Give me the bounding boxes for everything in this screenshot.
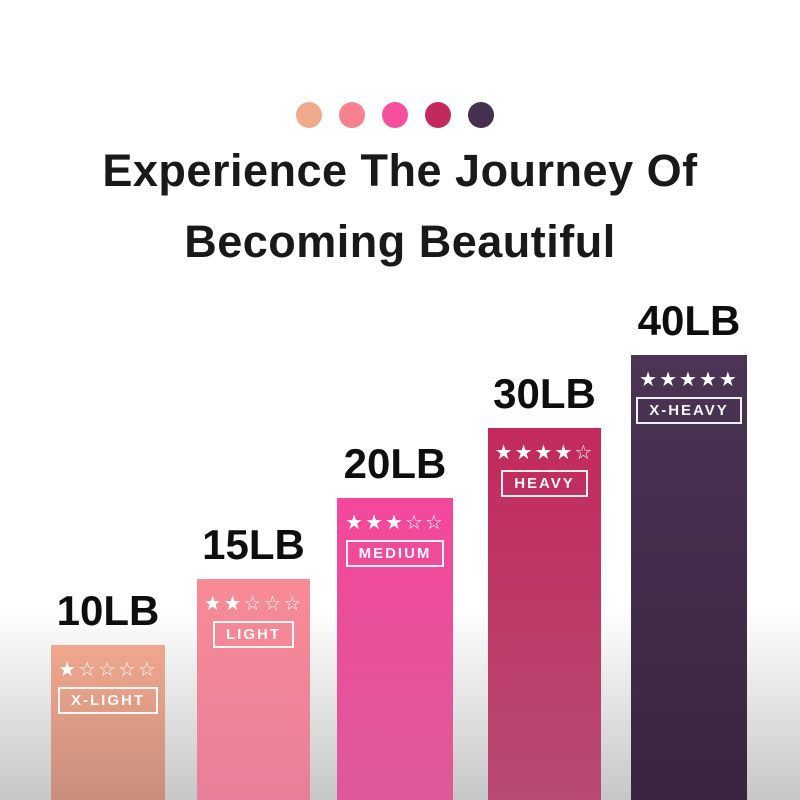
bar-group-30lb: 30LB ★★★★☆ HEAVY [488, 370, 601, 800]
palette-dot-heavy [425, 102, 451, 128]
page-title-line2: Becoming Beautiful [184, 216, 616, 267]
level-badge-medium: MEDIUM [345, 540, 445, 567]
bar-group-15lb: 15LB ★★☆☆☆ LIGHT [197, 521, 310, 800]
resistance-bar-20lb: ★★★☆☆ MEDIUM [337, 498, 453, 800]
level-badge-x-heavy: X-HEAVY [636, 397, 742, 424]
palette-dot-x-heavy [468, 102, 494, 128]
palette-dot-light [339, 102, 365, 128]
color-palette-dots [296, 102, 494, 128]
page-title: Experience The Journey Of Becoming Beaut… [0, 135, 800, 277]
star-rating-1-of-5: ★☆☆☆☆ [58, 657, 158, 681]
bar-group-10lb: 10LB ★☆☆☆☆ X-LIGHT [51, 587, 165, 800]
level-badge-heavy: HEAVY [501, 470, 588, 497]
weight-label-15lb: 15LB [202, 521, 305, 568]
star-rating-3-of-5: ★★★☆☆ [345, 510, 445, 534]
palette-dot-medium [382, 102, 408, 128]
weight-label-40lb: 40LB [637, 297, 741, 344]
palette-dot-x-light [296, 102, 322, 128]
level-badge-x-light: X-LIGHT [58, 687, 158, 714]
resistance-bar-30lb: ★★★★☆ HEAVY [488, 428, 601, 800]
page-title-line1: Experience The Journey Of [102, 145, 698, 196]
star-rating-2-of-5: ★★☆☆☆ [203, 591, 304, 615]
star-rating-4-of-5: ★★★★☆ [494, 440, 595, 464]
resistance-bar-15lb: ★★☆☆☆ LIGHT [197, 579, 310, 800]
level-badge-light: LIGHT [213, 621, 294, 648]
resistance-bar-10lb: ★☆☆☆☆ X-LIGHT [51, 645, 165, 800]
star-rating-5-of-5: ★★★★★ [639, 367, 739, 391]
weight-label-20lb: 20LB [343, 440, 447, 487]
bar-group-20lb: 20LB ★★★☆☆ MEDIUM [337, 440, 453, 800]
bar-group-40lb: 40LB ★★★★★ X-HEAVY [631, 297, 747, 800]
resistance-bar-40lb: ★★★★★ X-HEAVY [631, 355, 747, 800]
weight-label-30lb: 30LB [493, 370, 596, 417]
weight-label-10lb: 10LB [56, 587, 160, 634]
